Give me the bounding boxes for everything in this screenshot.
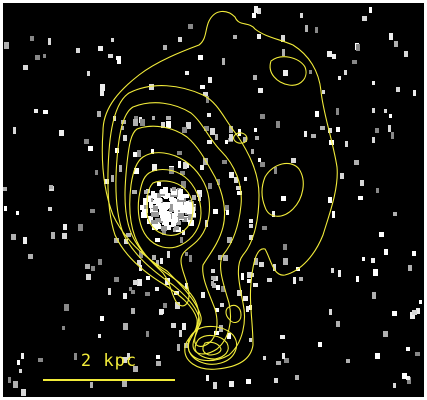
contour-level-6 [137,168,202,249]
xray-image-panel: 2 kpc [3,3,424,397]
bright-nucleus-blob [140,187,196,232]
contour-level-4 [124,125,226,347]
contour-level-3 [115,102,242,355]
contour-level-7 [146,180,194,236]
contour-hole-right [261,162,304,217]
contour-level-2 [107,85,260,362]
radio-contours [101,10,338,370]
contour-south-lobe-2 [194,334,229,360]
contour-level-5 [129,152,211,307]
contour-isolated-small [232,132,248,144]
contour-south-lobe-1 [187,325,238,365]
xray-background-counts [3,6,422,396]
contour-south-lobe-3 [202,341,222,356]
scale-bar [43,379,175,381]
contour-upper-right [269,56,307,86]
contour-small-loop [225,304,242,324]
scale-bar-label: 2 kpc [80,351,138,371]
contour-level-1 [101,10,338,370]
